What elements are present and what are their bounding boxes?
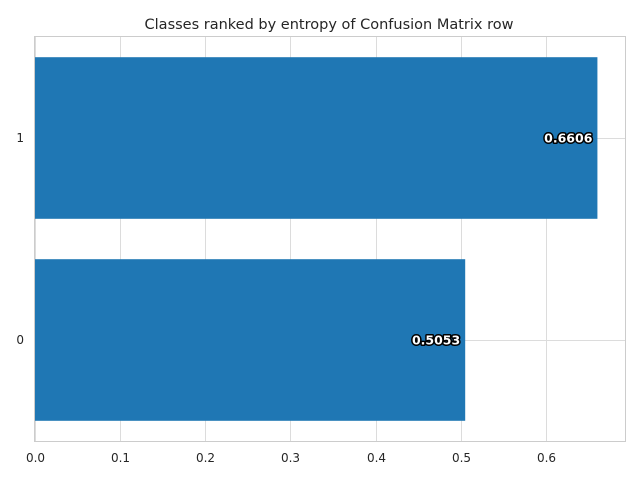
bars (35, 57, 598, 421)
y-axis-ticks: 01 (16, 131, 24, 347)
bar-value-label: 0.6606 (544, 131, 593, 146)
chart-title: Classes ranked by entropy of Confusion M… (145, 17, 514, 33)
x-tick-label: 0.2 (196, 451, 215, 465)
bar-class-0 (35, 259, 466, 421)
bar-value-labels: 0.5053 0.6606 (410, 129, 594, 349)
y-tick-label: 0 (16, 333, 24, 347)
plot-frame (34, 36, 626, 442)
x-tick-label: 0.5 (452, 451, 471, 465)
bar-class-1 (35, 57, 598, 219)
x-tick-label: 0.3 (281, 451, 300, 465)
x-axis-ticks: 0.0 0.1 0.2 0.3 0.4 0.5 0.6 (26, 451, 556, 465)
bar-value-label: 0.5053 (412, 333, 460, 348)
y-tick-label: 1 (16, 131, 24, 145)
x-tick-label: 0.6 (537, 451, 556, 465)
x-tick-label: 0.4 (367, 451, 386, 465)
x-tick-label: 0.0 (26, 451, 45, 465)
x-tick-label: 0.1 (111, 451, 130, 465)
